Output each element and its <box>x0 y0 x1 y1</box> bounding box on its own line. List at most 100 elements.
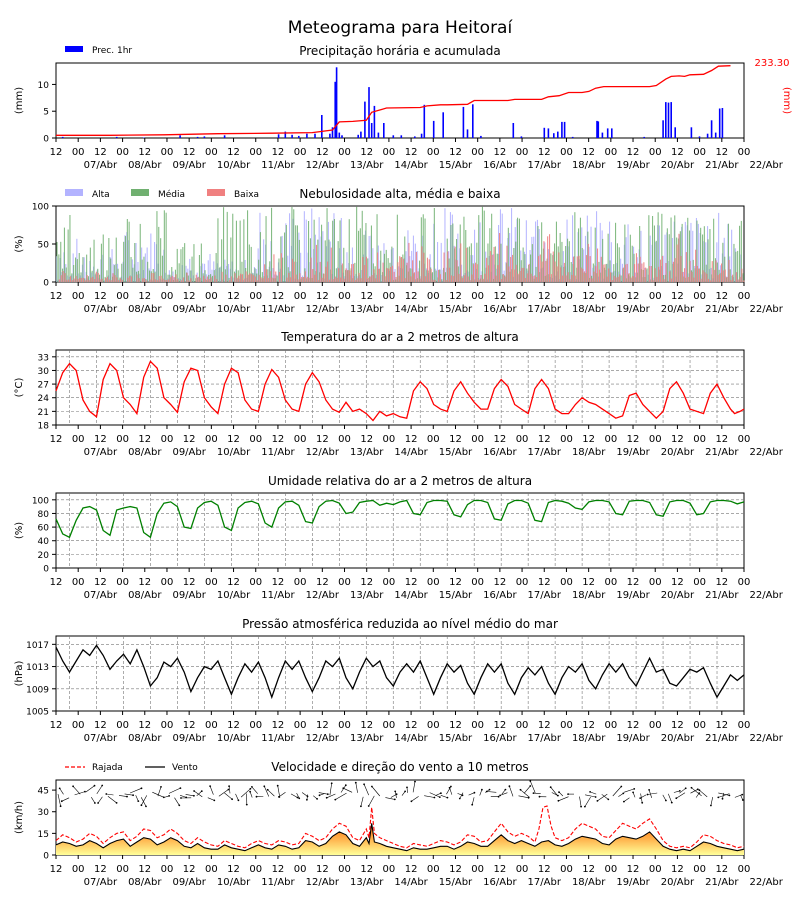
cloud-bar <box>371 275 372 282</box>
x-hour-label: 12 <box>94 434 107 445</box>
x-day-label: 21/Abr <box>705 733 739 744</box>
x-hour-label: 12 <box>94 864 107 875</box>
wind-arrow-head <box>597 800 599 802</box>
wind-arrow <box>252 787 258 794</box>
wind-arrow-head <box>529 780 531 782</box>
cloud-bar <box>460 243 461 282</box>
wind-arrow-head <box>277 785 279 787</box>
panel-title: Temperatura do ar a 2 metros de altura <box>280 330 519 344</box>
wind-arrow-head <box>193 790 195 792</box>
x-day-label: 19/Abr <box>616 160 650 171</box>
precip-bar <box>341 135 343 138</box>
cloud-bar <box>645 268 646 282</box>
cloud-bar <box>686 252 687 282</box>
cloud-bar <box>675 258 676 282</box>
x-hour-label: 12 <box>449 720 462 731</box>
cloud-bar <box>282 258 283 282</box>
cloud-bar <box>484 274 485 282</box>
cloud-bar <box>147 262 148 282</box>
cloud-bar <box>623 268 624 282</box>
cloud-bar <box>63 271 64 282</box>
wind-arrow <box>236 794 239 800</box>
wind-arrow-head <box>474 792 476 794</box>
cloud-bar <box>599 270 600 282</box>
x-hour-label: 00 <box>560 147 573 158</box>
wind-arrow-head <box>60 805 62 807</box>
cloud-bar <box>564 263 565 282</box>
x-hour-label: 12 <box>538 434 551 445</box>
precip-bar <box>668 103 670 138</box>
wind-arrow-head <box>498 796 500 798</box>
wind-arrow-head <box>447 797 449 799</box>
wind-arrow <box>364 784 369 795</box>
x-day-label: 10/Abr <box>217 447 251 458</box>
x-hour-label: 12 <box>494 864 507 875</box>
precip-bar <box>480 136 482 138</box>
cloud-bar <box>588 244 589 282</box>
y-tick-label: 80 <box>38 510 50 520</box>
precip-bar <box>393 135 395 138</box>
x-hour-label: 12 <box>316 147 329 158</box>
cloud-bar <box>247 210 248 282</box>
x-hour-label: 12 <box>538 864 551 875</box>
x-hour-label: 00 <box>604 434 617 445</box>
cloud-bar <box>452 224 453 283</box>
x-day-label: 14/Abr <box>394 590 428 601</box>
cloud-bar <box>501 279 502 282</box>
legend-label-vento: Vento <box>172 763 198 773</box>
cloud-bar <box>390 267 391 282</box>
cloud-bar <box>708 279 709 282</box>
wind-arrow-head <box>306 799 308 801</box>
cloud-bar <box>321 225 322 282</box>
wind-arrow <box>210 786 213 795</box>
x-day-label: 13/Abr <box>350 304 384 315</box>
cloud-bar <box>111 280 112 282</box>
precip-bar <box>643 137 645 138</box>
x-day-label: 07/Abr <box>84 447 118 458</box>
x-hour-label: 12 <box>494 720 507 731</box>
cloud-bar <box>592 278 593 282</box>
x-day-label: 22/Abr <box>749 590 783 601</box>
x-hour-label: 00 <box>338 864 351 875</box>
wind-arrow <box>602 794 609 799</box>
cloud-bar <box>69 215 70 282</box>
x-hour-label: 12 <box>50 147 63 158</box>
cloud-bar <box>396 277 397 282</box>
cloud-bar <box>333 279 334 282</box>
precip-bar <box>711 120 713 138</box>
x-hour-label: 12 <box>227 434 240 445</box>
cloud-bar <box>146 280 147 282</box>
x-hour-label: 00 <box>383 434 396 445</box>
cloud-bar <box>731 230 732 282</box>
cloud-bar <box>160 238 161 282</box>
wind-arrow-head <box>267 789 269 791</box>
x-day-label: 21/Abr <box>705 447 739 458</box>
precip-bar <box>564 122 566 138</box>
cloud-bar <box>715 260 716 282</box>
humidity-line <box>56 501 744 538</box>
wind-arrow-head <box>665 800 667 802</box>
cloud-bar <box>562 276 563 282</box>
x-day-label: 22/Abr <box>749 733 783 744</box>
cloud-bar <box>463 217 464 282</box>
x-hour-label: 12 <box>715 577 728 588</box>
x-hour-label: 00 <box>427 577 440 588</box>
wind-arrow-head <box>648 789 650 791</box>
wind-arrow-head <box>567 793 569 795</box>
cloud-bar <box>318 280 319 282</box>
cloud-bar <box>249 273 250 282</box>
precip-bar <box>414 136 416 138</box>
panel-title: Precipitação horária e acumulada <box>299 44 501 58</box>
cloud-bar <box>131 276 132 282</box>
cloud-bar <box>211 277 212 282</box>
x-day-label: 10/Abr <box>217 160 251 171</box>
wind-arrow <box>62 798 69 801</box>
x-day-label: 16/Abr <box>483 590 517 601</box>
precip-bar <box>607 128 609 138</box>
cloud-bar <box>654 268 655 282</box>
cloud-bar <box>434 208 435 282</box>
cloud-bar <box>441 279 442 282</box>
wind-arrow-head <box>509 785 511 787</box>
cloud-bar <box>427 258 428 282</box>
panel-humidity: Umidade relativa do ar a 2 metros de alt… <box>14 474 784 601</box>
